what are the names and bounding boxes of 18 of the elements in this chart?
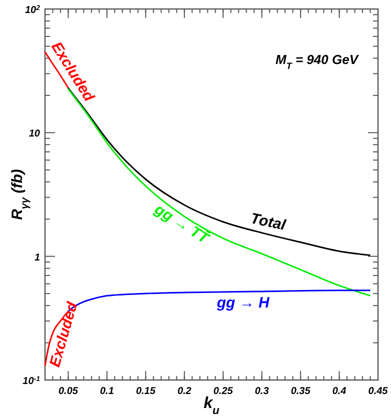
x-axis-title: k$_{u}$ bbox=[204, 395, 220, 417]
x-tick-label: 0.1 bbox=[100, 386, 114, 397]
x-tick-label: 0.4 bbox=[332, 386, 347, 397]
y-tick-label: 1 bbox=[34, 252, 40, 264]
y-tick-label: 10$^{2}$ bbox=[24, 4, 40, 16]
y-tick-label: 10$^{-1}$ bbox=[22, 376, 40, 387]
series-label: gg → H bbox=[216, 294, 270, 312]
x-tick-label: 0.2 bbox=[177, 386, 192, 397]
text: gg → TT̄ bbox=[150, 200, 213, 248]
annotation: M$_{T}$ = 940 GeV bbox=[275, 52, 360, 71]
x-tick-label: 0.45 bbox=[368, 386, 388, 397]
x-tick-label: 0.3 bbox=[254, 386, 270, 397]
x-tick-label: 0.25 bbox=[213, 386, 234, 397]
x-tick-label: 0.15 bbox=[136, 386, 156, 397]
text: Total bbox=[249, 210, 288, 234]
x-tick-label: 0.35 bbox=[290, 386, 311, 397]
y-tick-label: 10 bbox=[28, 128, 40, 140]
x-tick-label: 0.05 bbox=[58, 386, 78, 397]
